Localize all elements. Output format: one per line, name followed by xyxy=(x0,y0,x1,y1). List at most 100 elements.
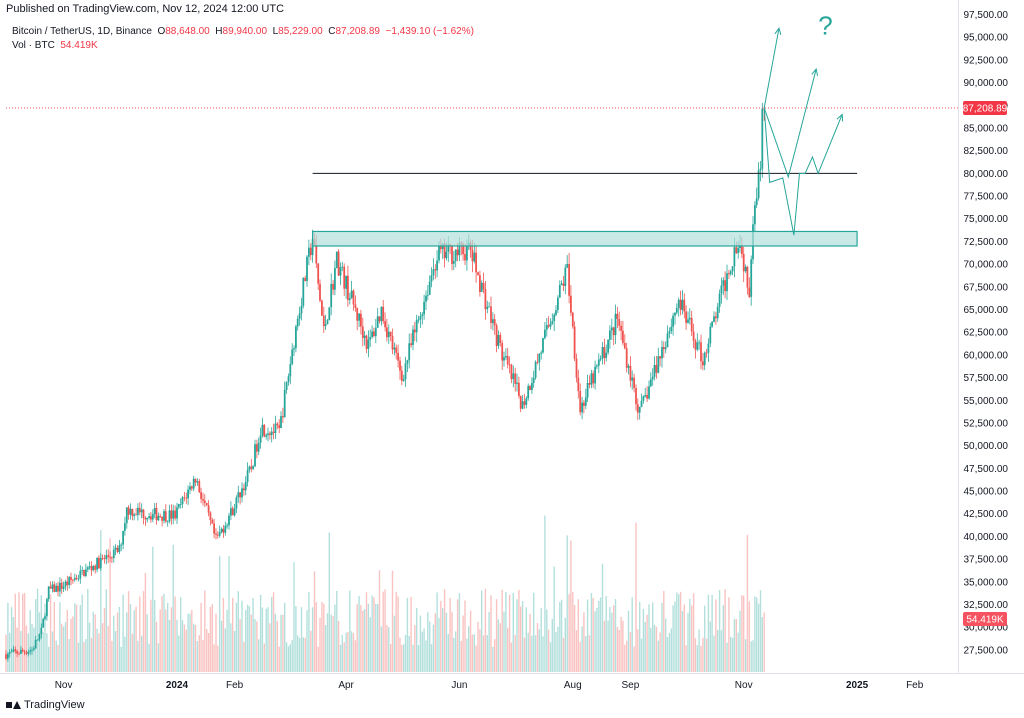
volume-bar xyxy=(49,594,52,672)
candle-body xyxy=(209,512,212,520)
volume-bar xyxy=(689,598,691,672)
candle-body xyxy=(148,516,150,518)
candle-body xyxy=(177,504,180,508)
volume-bar xyxy=(590,593,593,672)
volume-bar xyxy=(492,646,494,672)
question-mark-annotation[interactable]: ? xyxy=(818,11,832,41)
time-axis[interactable]: Nov 2024 Feb Apr Jun Aug Sep Nov 2025 Feb xyxy=(55,680,924,691)
candle-body xyxy=(109,557,111,558)
volume-bar xyxy=(194,625,197,672)
price-axis[interactable]: 97,500.0095,000.0092,500.0090,000.0087,5… xyxy=(963,10,1009,656)
scenario-arrow-2[interactable] xyxy=(763,68,817,179)
volume-bar xyxy=(711,594,713,672)
volume-bar xyxy=(746,534,749,672)
volume-bar xyxy=(752,640,754,672)
volume-bar xyxy=(103,608,106,672)
volume-bar xyxy=(59,602,61,672)
scenario-arrow-3[interactable] xyxy=(763,107,843,236)
volume-bar xyxy=(81,594,83,672)
volume-bar xyxy=(363,609,366,672)
candle-body xyxy=(378,316,381,322)
candle-body xyxy=(497,335,500,346)
candle-body xyxy=(129,508,132,515)
volume-bar xyxy=(265,608,267,672)
volume-bar xyxy=(144,573,147,672)
volume-bar xyxy=(518,589,520,672)
volume-bar xyxy=(146,614,148,672)
legend-symbol[interactable]: Bitcoin / TetherUS, 1D, Binance xyxy=(12,26,152,37)
scenario-arrow-1[interactable] xyxy=(763,28,780,108)
time-tick-label: Feb xyxy=(226,680,244,691)
candle-body xyxy=(688,317,691,320)
candle-body xyxy=(551,321,554,324)
candle-body xyxy=(47,586,50,600)
price-tick-label: 50,000.00 xyxy=(964,441,1009,452)
volume-bar xyxy=(278,646,280,672)
candle-body xyxy=(413,329,416,333)
volume-bar xyxy=(122,594,124,672)
volume-bar xyxy=(560,599,563,672)
volume-bar xyxy=(490,595,492,672)
volume-bar xyxy=(163,593,165,672)
volume-bar xyxy=(131,633,134,672)
candle-body xyxy=(21,649,24,652)
price-tick-label: 82,500.00 xyxy=(964,146,1009,157)
volume-bar xyxy=(599,597,602,672)
price-tick-label: 97,500.00 xyxy=(964,10,1009,21)
candle-body xyxy=(237,492,240,498)
volume-bar xyxy=(533,592,535,672)
volume-bar xyxy=(213,644,215,672)
volume-bar xyxy=(728,597,730,672)
candle-body xyxy=(531,383,533,390)
candle-body xyxy=(241,488,243,498)
candle-body xyxy=(205,503,208,506)
volume-bar xyxy=(622,620,624,672)
volume-bar xyxy=(295,606,297,672)
volume-bar xyxy=(367,603,370,672)
candle-body xyxy=(348,298,351,300)
legend-change: −1,439.10 (−1.62%) xyxy=(385,26,474,37)
volume-bar xyxy=(300,607,303,672)
candle-body xyxy=(387,331,390,338)
volume-bar xyxy=(341,634,343,672)
volume-bar xyxy=(469,610,472,672)
volume-bar xyxy=(683,604,685,672)
resistance-zone[interactable] xyxy=(312,230,858,247)
candle-body xyxy=(250,466,253,469)
candle-body xyxy=(92,565,95,571)
drawings[interactable]: ? xyxy=(6,11,958,247)
legend-low: 85,229.00 xyxy=(278,26,323,37)
volume-bar xyxy=(276,621,278,672)
candle-body xyxy=(137,507,139,515)
volume-bar xyxy=(601,563,604,672)
candle-body xyxy=(661,347,663,359)
volume-bar xyxy=(388,627,390,672)
candle-body xyxy=(125,507,128,524)
volume-bar xyxy=(390,644,392,672)
candle-body xyxy=(389,331,392,336)
candle-body xyxy=(709,326,712,344)
volume-bar xyxy=(609,607,611,672)
candle-body xyxy=(495,325,498,346)
volume-bar xyxy=(113,615,115,672)
candle-body xyxy=(664,347,667,350)
candle-body xyxy=(644,395,647,397)
candle-body xyxy=(116,547,119,552)
volume-bar xyxy=(120,646,122,672)
price-tick-label: 67,500.00 xyxy=(964,282,1009,293)
candle-body xyxy=(291,349,294,364)
volume-bar xyxy=(720,630,723,672)
candle-body xyxy=(716,306,719,319)
candle-body xyxy=(755,198,758,206)
candle-body xyxy=(601,347,604,359)
candle-body xyxy=(5,654,7,659)
legend-volume-label[interactable]: Vol · BTC xyxy=(12,40,55,51)
price-tick-label: 35,000.00 xyxy=(964,577,1009,588)
candle-body xyxy=(521,401,524,409)
candle-body xyxy=(265,435,268,437)
volume-bar xyxy=(337,620,340,672)
candle-body xyxy=(571,312,574,327)
price-tick-label: 32,500.00 xyxy=(964,600,1009,611)
candle-body xyxy=(66,581,69,585)
